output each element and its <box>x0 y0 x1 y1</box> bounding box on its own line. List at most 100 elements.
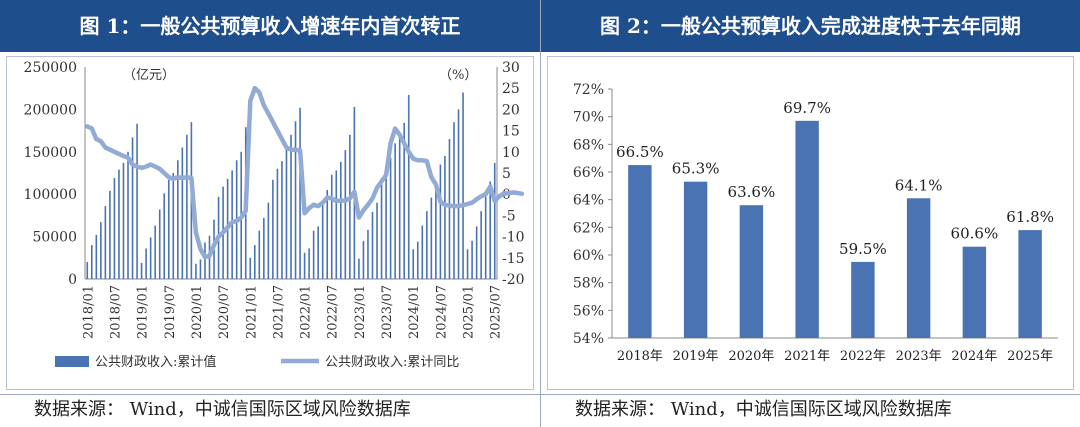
category-label: 2019年 <box>673 349 719 364</box>
bar <box>158 209 161 279</box>
bar <box>385 168 387 279</box>
y-tick-label: 60% <box>573 248 604 264</box>
right-unit-label: （%） <box>439 68 477 83</box>
bar <box>795 120 819 338</box>
value-label: 63.6% <box>728 183 776 201</box>
legend-bar-swatch <box>55 356 89 367</box>
y-tick-label: 58% <box>573 276 604 292</box>
bar <box>113 178 116 279</box>
bar <box>95 234 98 279</box>
bar <box>140 262 143 279</box>
bar <box>308 248 310 279</box>
right-tick-label: -5 <box>502 208 516 224</box>
left-tick-label: 150000 <box>24 145 77 161</box>
value-label: 64.1% <box>895 176 943 194</box>
legend-line-label: 公共财政收入:累计同比 <box>325 355 459 370</box>
x-tick-label: 2021/01 <box>244 285 259 339</box>
left-tick-label: 50000 <box>32 230 77 246</box>
chart-1-svg: 0 50000 100000 150000 200000 250000 -20 -15 -10 -… <box>24 60 525 370</box>
bar <box>335 170 338 279</box>
bar <box>127 151 129 279</box>
value-label: 66.5% <box>616 143 664 161</box>
value-label: 59.5% <box>839 240 887 258</box>
y-tick-label: 72% <box>573 82 604 98</box>
bar <box>294 121 297 279</box>
bar <box>628 165 652 338</box>
bar <box>340 161 342 279</box>
bar <box>376 202 378 279</box>
right-tick-label: 25 <box>502 81 520 97</box>
bar <box>90 245 93 279</box>
bar <box>131 137 134 279</box>
bar <box>122 162 125 279</box>
left-tick-label: 200000 <box>24 102 77 118</box>
bar <box>962 246 987 338</box>
bar <box>258 230 261 279</box>
value-label: 60.6% <box>951 225 999 243</box>
chart-2-title: 图 2：一般公共预算收入完成进度快于去年同期 <box>541 0 1080 52</box>
bar <box>272 179 274 279</box>
category-label: 2023年 <box>896 349 942 364</box>
x-tick-label: 2020/01 <box>190 285 205 339</box>
right-tick-label: 15 <box>502 124 520 140</box>
y-tick-label: 66% <box>573 165 604 181</box>
bar <box>204 242 206 279</box>
bar <box>100 222 102 279</box>
bar <box>906 198 931 338</box>
bar <box>167 179 170 279</box>
bar <box>163 193 166 279</box>
bar <box>403 122 405 279</box>
bar <box>475 226 478 279</box>
bar <box>181 147 184 279</box>
bar <box>435 181 437 279</box>
bar <box>739 205 764 338</box>
x-tick-label: 2024/07 <box>434 285 449 339</box>
bar <box>195 263 197 279</box>
right-tick-label: -15 <box>502 251 525 267</box>
chart-1-frame: 0 50000 100000 150000 200000 250000 -20 -15 -10 -… <box>6 56 534 390</box>
bar <box>457 109 460 280</box>
bar <box>371 212 374 279</box>
chart-2-frame: 54% 56% 58% 60% 62% 64% 66% 68% 70% 72% 66.5% 2018年… <box>547 56 1074 390</box>
bar <box>362 240 365 279</box>
x-tick-label: 2024/01 <box>407 285 422 339</box>
bar <box>321 201 324 279</box>
category-label: 2018年 <box>617 349 663 364</box>
y-tick-label: 68% <box>573 137 604 153</box>
x-tick-label: 2022/07 <box>326 285 341 339</box>
bar <box>276 168 279 279</box>
right-tick-label: 5 <box>502 166 511 182</box>
bar <box>326 189 329 279</box>
category-label: 2024年 <box>951 349 997 364</box>
bar <box>462 92 464 279</box>
bar <box>683 181 708 338</box>
bar <box>154 225 156 279</box>
x-tick-label: 2025/01 <box>462 285 477 339</box>
right-tick-label: 30 <box>502 60 520 76</box>
category-label: 2022年 <box>840 349 886 364</box>
bar <box>149 237 152 279</box>
legend-bar-label: 公共财政收入:累计值 <box>95 354 216 370</box>
bar <box>389 157 392 279</box>
bar <box>367 229 369 279</box>
bar <box>118 169 120 279</box>
bar <box>109 190 111 279</box>
bar <box>249 257 252 279</box>
bar <box>290 134 292 279</box>
right-tick-label: -10 <box>502 230 525 246</box>
bar <box>299 107 301 279</box>
bar <box>145 248 147 279</box>
chart-panel-2: 图 2：一般公共预算收入完成进度快于去年同期 54% 56% 58% 60% 62% 64… <box>540 0 1080 427</box>
bar <box>480 211 482 279</box>
right-tick-label: 10 <box>502 145 520 161</box>
bar <box>263 217 265 279</box>
x-tick-label: 2019/01 <box>136 285 151 339</box>
x-tick-label: 2019/07 <box>163 285 178 339</box>
bar <box>394 143 396 279</box>
bar <box>416 241 419 279</box>
right-tick-label: 20 <box>502 102 520 118</box>
bar <box>484 194 487 279</box>
bar <box>186 134 188 279</box>
y-tick-label: 54% <box>573 331 604 347</box>
left-tick-label: 100000 <box>24 187 77 203</box>
